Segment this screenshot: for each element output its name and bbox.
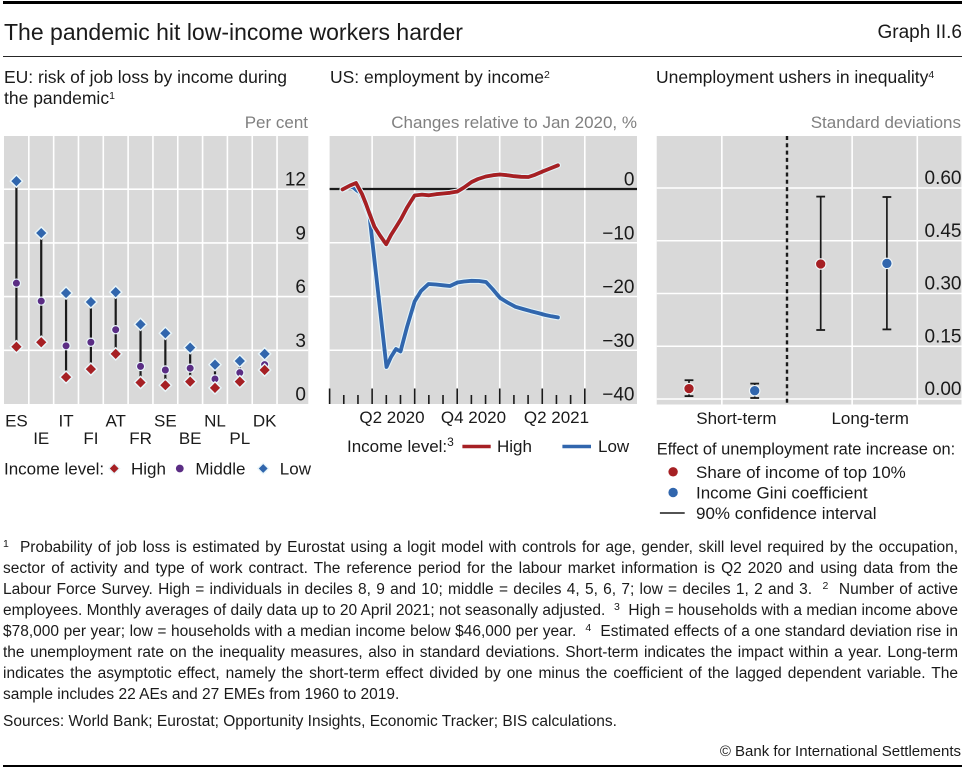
svg-text:Income Gini coefficient: Income Gini coefficient <box>696 484 868 503</box>
svg-text:−40: −40 <box>602 385 634 406</box>
svg-text:9: 9 <box>295 223 306 244</box>
svg-text:DK: DK <box>253 412 277 431</box>
svg-text:0: 0 <box>295 385 306 406</box>
svg-text:0.45: 0.45 <box>925 221 962 242</box>
svg-text:Low: Low <box>598 437 630 456</box>
svg-text:SE: SE <box>154 412 177 431</box>
svg-text:AT: AT <box>105 412 125 431</box>
svg-text:Income level:: Income level: <box>4 460 104 479</box>
svg-text:FI: FI <box>83 429 98 448</box>
svg-text:−20: −20 <box>602 277 634 298</box>
svg-text:0.15: 0.15 <box>925 326 962 347</box>
svg-text:0: 0 <box>624 170 635 191</box>
svg-text:3: 3 <box>295 331 306 352</box>
svg-text:Effect of unemployment rate in: Effect of unemployment rate increase on: <box>657 441 956 459</box>
svg-text:Low: Low <box>280 460 312 479</box>
svg-text:High: High <box>131 460 166 479</box>
svg-text:IE: IE <box>33 429 49 448</box>
svg-text:High: High <box>497 437 532 456</box>
svg-text:Q2 2020: Q2 2020 <box>359 408 424 427</box>
svg-text:0.30: 0.30 <box>925 274 962 295</box>
svg-text:Middle: Middle <box>195 460 245 479</box>
svg-text:BE: BE <box>179 429 202 448</box>
svg-text:Q2 2021: Q2 2021 <box>524 408 589 427</box>
svg-text:ES: ES <box>5 412 28 431</box>
svg-text:FR: FR <box>129 429 152 448</box>
svg-text:0.60: 0.60 <box>925 168 962 189</box>
svg-text:−10: −10 <box>602 223 634 244</box>
svg-text:PL: PL <box>229 429 250 448</box>
svg-text:0.00: 0.00 <box>925 379 962 400</box>
svg-text:Q4 2020: Q4 2020 <box>441 408 506 427</box>
svg-text:NL: NL <box>204 412 226 431</box>
svg-text:Income level:3: Income level:3 <box>347 435 454 456</box>
svg-text:Short-term: Short-term <box>696 409 776 428</box>
svg-text:IT: IT <box>59 412 74 431</box>
svg-text:90% confidence interval: 90% confidence interval <box>696 504 877 523</box>
svg-text:−30: −30 <box>602 331 634 352</box>
svg-text:Long-term: Long-term <box>831 409 908 428</box>
svg-text:6: 6 <box>295 277 306 298</box>
svg-text:Share of income of top 10%: Share of income of top 10% <box>696 463 906 482</box>
svg-text:12: 12 <box>285 170 306 191</box>
